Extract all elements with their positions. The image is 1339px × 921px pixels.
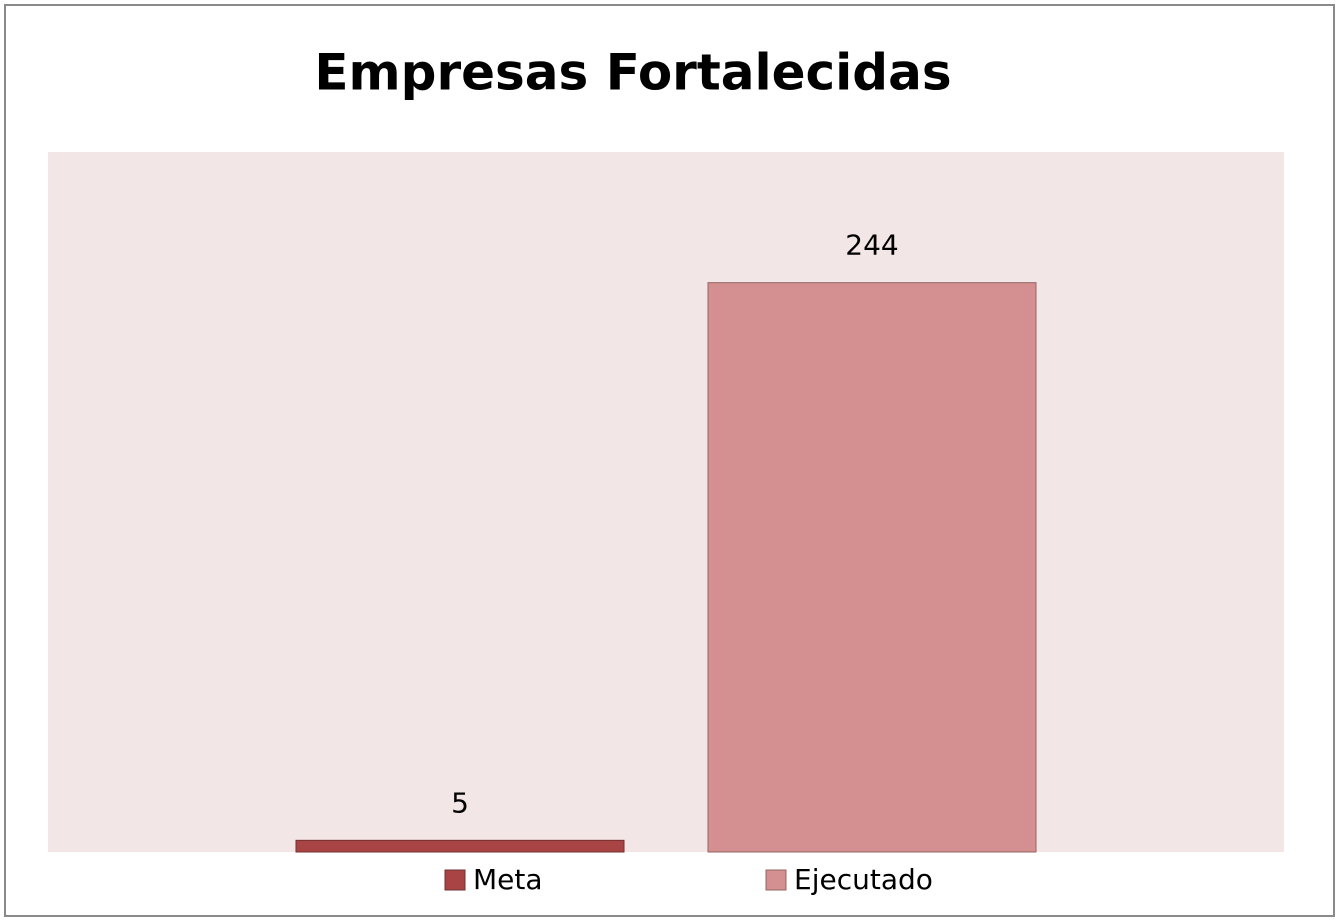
data-label: 244 [845, 229, 898, 262]
legend-label: Ejecutado [794, 863, 933, 896]
legend-label: Meta [473, 863, 543, 896]
bar [295, 839, 625, 853]
legend-swatch [444, 869, 466, 891]
bar [707, 282, 1037, 853]
legend-swatch [765, 869, 787, 891]
chart-title: Empresas Fortalecidas [314, 44, 951, 102]
plot-area [48, 152, 1284, 852]
data-label: 5 [451, 786, 469, 819]
